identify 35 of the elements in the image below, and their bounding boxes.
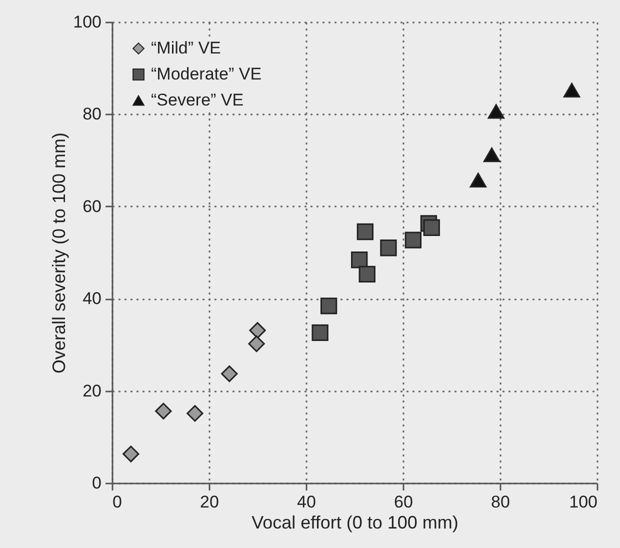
point: [122, 446, 140, 462]
y-tick-label: 40: [82, 289, 102, 308]
legend-label: “Moderate” VE: [151, 64, 262, 84]
point: [312, 324, 328, 342]
point: [483, 147, 500, 162]
x-tick-label: 20: [200, 492, 219, 512]
y-tick-label: 80: [82, 104, 102, 124]
x-tick-label: 100: [569, 492, 598, 512]
point: [320, 298, 338, 314]
point: [248, 335, 265, 352]
point: [423, 219, 440, 236]
x-tick-label: 40: [297, 492, 316, 512]
point: [380, 240, 397, 256]
y-axis-title: Overall severity (0 to 100 mm): [49, 132, 70, 374]
x-tick-label: 60: [394, 492, 413, 512]
point: [470, 172, 487, 188]
point: [186, 405, 204, 422]
point: [563, 82, 580, 98]
x-axis-title: Vocal effort (0 to 100 mm): [252, 512, 458, 532]
point: [249, 322, 266, 339]
point: [221, 365, 238, 382]
legend-label: “Severe” VE: [151, 90, 244, 110]
point: [488, 104, 504, 119]
point: [351, 252, 368, 268]
y-tick-label: 100: [73, 12, 102, 32]
x-tick-label: 80: [491, 492, 510, 512]
y-tick-label: 60: [82, 196, 102, 216]
x-tick-label: 0: [112, 492, 122, 512]
point: [155, 402, 172, 420]
point: [358, 266, 376, 282]
point: [404, 232, 422, 248]
point: [356, 223, 374, 240]
y-tick-label: 0: [92, 474, 102, 492]
legend-label: “Mild” VE: [151, 38, 221, 58]
y-tick-label: 20: [82, 381, 102, 400]
